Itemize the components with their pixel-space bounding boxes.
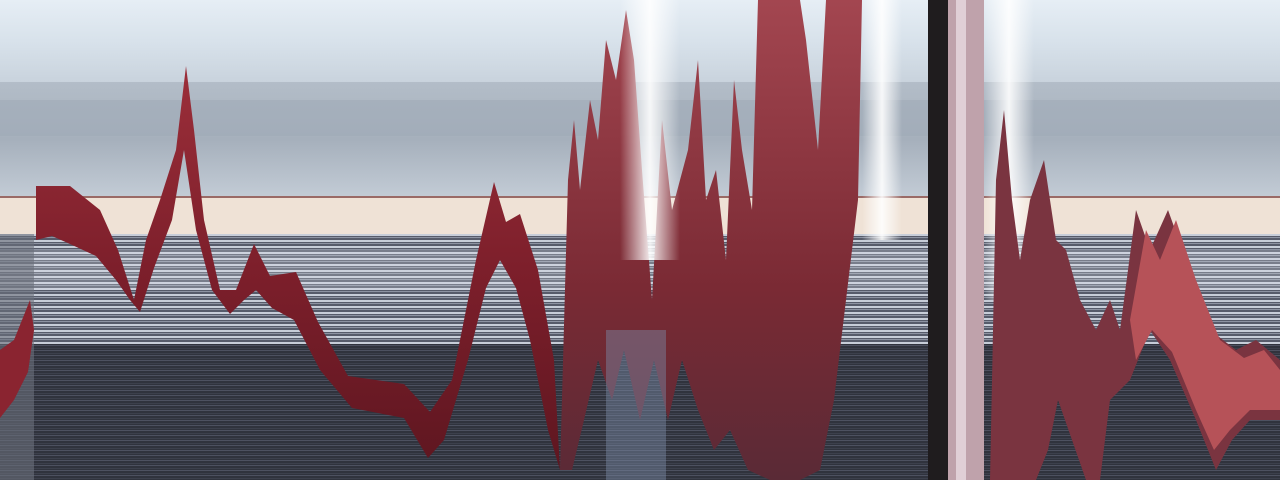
blue-strip [606,330,666,480]
ribbon-left-edge [0,300,34,418]
pink-post-highlight [956,0,966,480]
ribbon-right [1130,220,1280,450]
glow-column-2 [862,0,902,240]
dark-post [928,0,948,480]
red-ribbon-left [36,66,560,470]
glow-column [620,0,680,260]
